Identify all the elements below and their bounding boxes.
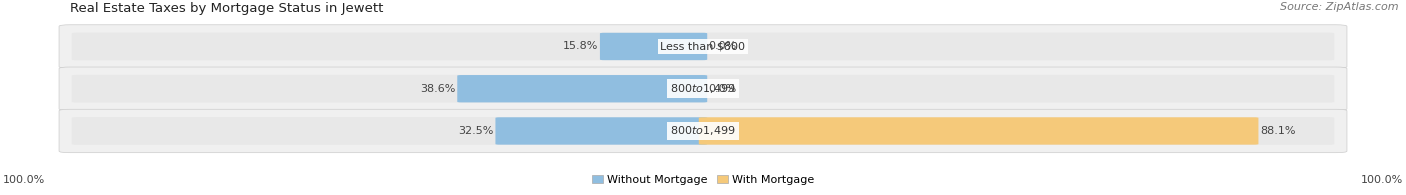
Text: 0.0%: 0.0% <box>709 42 737 51</box>
FancyBboxPatch shape <box>72 33 1334 60</box>
FancyBboxPatch shape <box>72 117 1334 145</box>
FancyBboxPatch shape <box>699 117 1258 145</box>
Text: 0.0%: 0.0% <box>709 84 737 94</box>
Legend: Without Mortgage, With Mortgage: Without Mortgage, With Mortgage <box>588 170 818 190</box>
Text: $800 to $1,499: $800 to $1,499 <box>671 124 735 137</box>
Text: 38.6%: 38.6% <box>420 84 456 94</box>
Text: 88.1%: 88.1% <box>1260 126 1295 136</box>
FancyBboxPatch shape <box>59 25 1347 68</box>
Text: 100.0%: 100.0% <box>1361 175 1403 185</box>
Text: 15.8%: 15.8% <box>564 42 599 51</box>
FancyBboxPatch shape <box>72 75 1334 103</box>
Text: Source: ZipAtlas.com: Source: ZipAtlas.com <box>1281 2 1399 12</box>
FancyBboxPatch shape <box>457 75 707 102</box>
Text: 100.0%: 100.0% <box>3 175 45 185</box>
FancyBboxPatch shape <box>600 33 707 60</box>
Text: Less than $800: Less than $800 <box>661 42 745 51</box>
Text: Real Estate Taxes by Mortgage Status in Jewett: Real Estate Taxes by Mortgage Status in … <box>70 2 384 15</box>
FancyBboxPatch shape <box>495 117 707 145</box>
FancyBboxPatch shape <box>59 109 1347 153</box>
FancyBboxPatch shape <box>59 67 1347 110</box>
Text: 32.5%: 32.5% <box>458 126 494 136</box>
Text: $800 to $1,499: $800 to $1,499 <box>671 82 735 95</box>
